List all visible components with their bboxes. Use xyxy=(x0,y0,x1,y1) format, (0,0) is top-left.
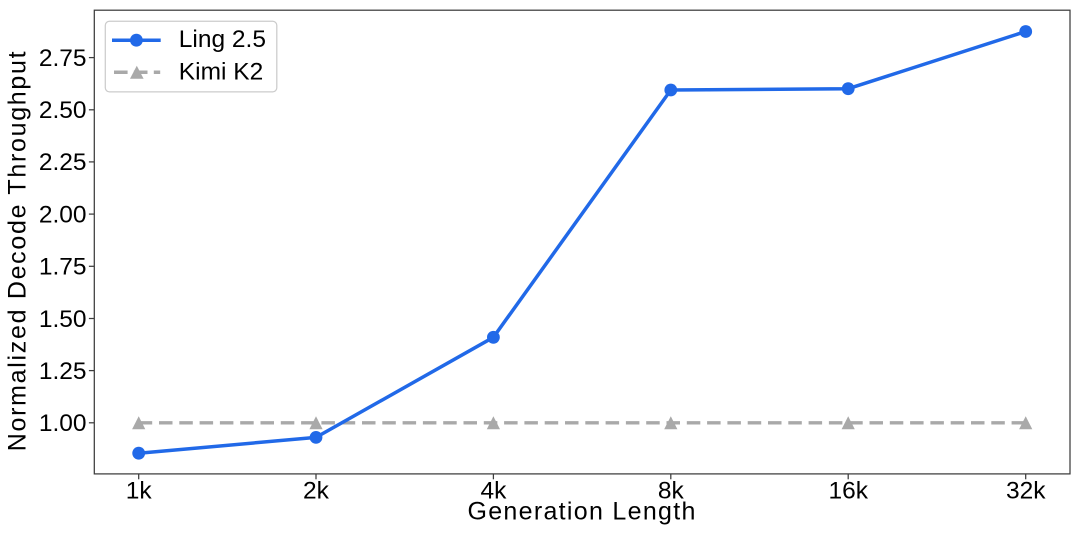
svg-text:Generation Length: Generation Length xyxy=(467,498,696,526)
svg-text:8k: 8k xyxy=(658,478,685,505)
svg-text:2.25: 2.25 xyxy=(39,149,87,176)
svg-text:1.75: 1.75 xyxy=(39,254,87,281)
svg-text:32k: 32k xyxy=(1006,478,1046,505)
svg-text:1k: 1k xyxy=(126,478,153,505)
svg-text:4k: 4k xyxy=(480,478,507,505)
svg-text:1.50: 1.50 xyxy=(39,306,87,333)
svg-text:2k: 2k xyxy=(303,478,330,505)
svg-text:2.00: 2.00 xyxy=(39,201,87,228)
svg-text:Kimi K2: Kimi K2 xyxy=(179,59,263,86)
svg-text:Ling 2.5: Ling 2.5 xyxy=(179,26,266,53)
svg-text:Normalized Decode Throughput: Normalized Decode Throughput xyxy=(4,50,32,452)
svg-text:1.00: 1.00 xyxy=(39,410,87,437)
svg-text:2.50: 2.50 xyxy=(39,97,87,124)
svg-text:1.25: 1.25 xyxy=(39,358,87,385)
svg-text:16k: 16k xyxy=(828,478,868,505)
svg-text:2.75: 2.75 xyxy=(39,45,87,72)
